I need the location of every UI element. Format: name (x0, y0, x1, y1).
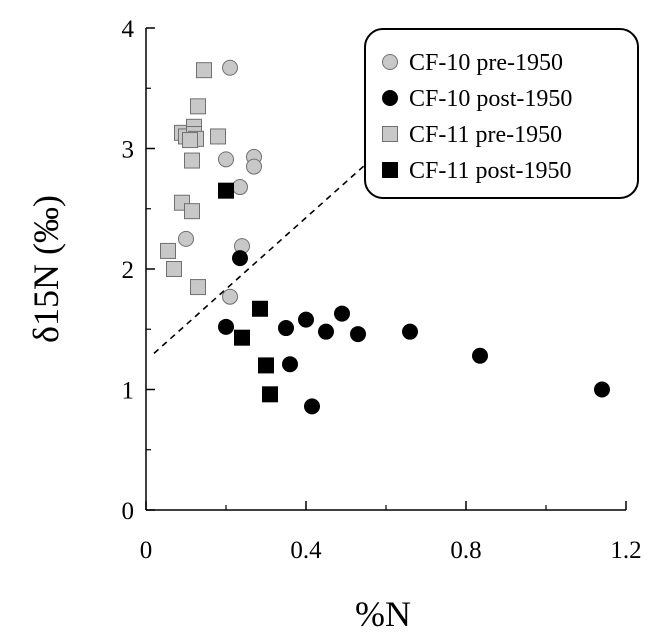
series-2 (218, 250, 610, 415)
data-point (218, 318, 234, 335)
legend-box (364, 28, 639, 199)
data-point (196, 62, 212, 79)
legend-marker (382, 54, 398, 70)
data-point (160, 242, 176, 259)
data-point (278, 320, 294, 337)
data-point (402, 323, 418, 340)
y-tick-label: 0 (122, 498, 135, 525)
legend-label: CF-10 pre-1950 (409, 50, 563, 76)
dashed-trend-line (153, 156, 375, 354)
x-tick-label: 0.8 (450, 537, 481, 564)
data-point (190, 279, 206, 296)
legend: CF-10 pre-1950 CF-10 post-1950 CF-11 pre-1… (364, 28, 639, 199)
data-point (304, 398, 320, 415)
y-tick-label: 1 (122, 378, 135, 405)
data-point (594, 381, 610, 398)
data-point (210, 128, 226, 145)
series-3 (160, 62, 226, 296)
data-point (178, 230, 194, 247)
x-tick-label: 0 (140, 537, 153, 564)
y-tick-label: 4 (122, 16, 135, 43)
data-point (472, 347, 488, 364)
data-point (252, 300, 268, 317)
series-4 (218, 182, 278, 403)
y-tick-label: 3 (122, 137, 135, 164)
data-point (234, 329, 250, 346)
x-axis-title: %N (355, 594, 411, 633)
legend-label: CF-10 post-1950 (409, 86, 572, 112)
data-point (246, 158, 262, 175)
y-tick-label: 2 (122, 257, 135, 284)
data-point (222, 59, 238, 76)
data-point (166, 261, 182, 277)
data-point (262, 386, 278, 403)
legend-marker (382, 126, 398, 142)
y-axis-title: δ15N (‰) (26, 195, 66, 343)
data-point (334, 305, 350, 322)
series-1 (178, 59, 262, 305)
legend-marker (382, 162, 398, 178)
data-point (184, 203, 200, 220)
data-point (350, 326, 366, 343)
data-points (160, 59, 610, 415)
data-point (184, 152, 200, 169)
data-point (218, 151, 234, 168)
data-point (318, 323, 334, 340)
trend-line-group (153, 156, 375, 354)
data-point (298, 311, 314, 328)
data-point (222, 288, 238, 305)
legend-marker (382, 90, 398, 106)
data-point (282, 356, 298, 373)
data-point (232, 250, 248, 267)
x-tick-label: 0.4 (290, 537, 322, 564)
legend-label: CF-11 pre-1950 (409, 122, 562, 148)
data-point (232, 179, 248, 196)
data-point (218, 182, 234, 199)
axes: 0 1 2 3 4 0 0.4 0.8 1.2 %N δ15N (‰) (26, 16, 642, 633)
legend-label: CF-11 post-1950 (409, 158, 571, 184)
data-point (190, 98, 206, 115)
data-point (182, 132, 198, 149)
x-tick-label: 1.2 (610, 537, 641, 564)
data-point (258, 357, 274, 374)
